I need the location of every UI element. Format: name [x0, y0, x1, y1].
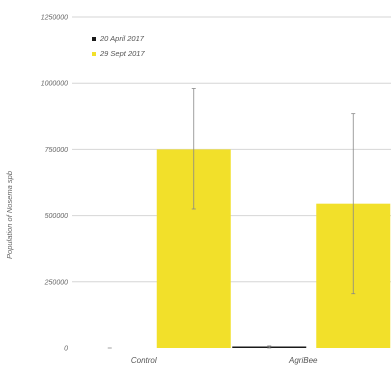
- error-bars: [107, 88, 356, 349]
- x-category-label: AgriBee: [288, 356, 318, 365]
- y-axis-ticks: 0 250000 500000 750000 1000000 1250000: [41, 15, 68, 353]
- y-tick-label: 500000: [45, 213, 68, 220]
- y-axis-label: Population of Nosema spb: [5, 171, 14, 259]
- legend-label-sept: 29 Sept 2017: [99, 49, 145, 58]
- y-tick-label: 750000: [45, 147, 68, 154]
- y-tick-label: 1250000: [41, 15, 68, 22]
- y-tick-label: 0: [64, 346, 68, 353]
- legend: 20 April 2017 29 Sept 2017: [92, 34, 145, 58]
- legend-swatch-april: [92, 37, 96, 41]
- x-category-label: Control: [131, 356, 157, 365]
- legend-swatch-sept: [92, 52, 96, 56]
- y-tick-label: 250000: [44, 279, 68, 286]
- x-axis-categories: Control AgriBee: [131, 356, 318, 365]
- y-tick-label: 1000000: [41, 81, 68, 88]
- bars: [156, 149, 391, 348]
- legend-label-april: 20 April 2017: [99, 34, 145, 43]
